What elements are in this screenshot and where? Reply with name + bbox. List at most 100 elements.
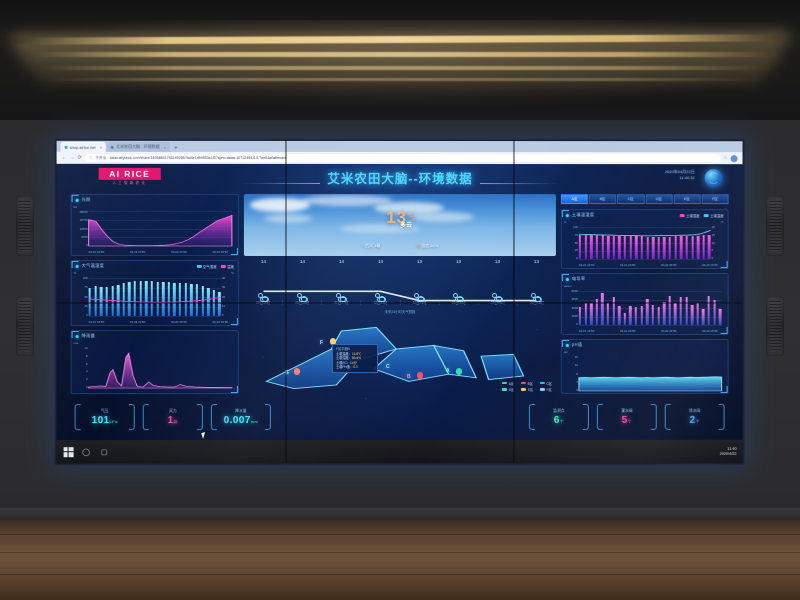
chart-ph: pH 16 12 8 4 0 xyxy=(562,348,728,394)
header-time: 11:40:32 xyxy=(679,175,695,181)
reload-icon[interactable]: ⟳ xyxy=(77,154,82,161)
forecast-temp: 13 xyxy=(494,259,501,265)
legend-item[interactable]: 土壤温度 xyxy=(703,213,724,218)
y2-tick: 40 xyxy=(221,275,226,280)
stat-灌水阀: 灌水阀 5个 xyxy=(597,402,657,432)
chart-bar xyxy=(590,303,593,325)
windows-start-icon[interactable] xyxy=(63,446,74,457)
footer-left-stats: 气压 101kPa 风力 1级 降水量 0.007mm xyxy=(75,402,271,432)
y-tick: 2 xyxy=(86,377,88,382)
zone-polygon-B xyxy=(432,344,478,379)
url-input[interactable]: ⓘ 不安全 datav.aliyuncs.com/share/163588417… xyxy=(84,153,721,163)
plot-area xyxy=(88,277,221,318)
forecast-temp: 14 xyxy=(299,258,306,264)
bookmark-star-icon[interactable]: ☆ xyxy=(723,155,728,162)
close-icon[interactable]: × xyxy=(99,144,103,150)
chart-bar xyxy=(702,308,705,325)
zone-tab-B区[interactable]: B区 xyxy=(589,194,617,205)
map-legend-item[interactable]: F区 xyxy=(540,387,552,392)
browser-tab-1[interactable]: 艾米农田大脑 - 环境数据 × xyxy=(107,141,171,152)
ceiling-light-strip xyxy=(30,66,770,70)
y-tick: 10 xyxy=(84,346,88,351)
status-dot xyxy=(565,277,569,281)
x-tick: 04-21 20:50 xyxy=(129,320,146,325)
stat-label: 排水阀 xyxy=(688,408,701,413)
panel-rainfall: 降雨量 mm 10 8 6 4 2 0 xyxy=(70,330,239,395)
browser-tab-0[interactable]: shop.airice.net × xyxy=(60,141,107,152)
video-wall-screen: shop.airice.net × 艾米农田大脑 - 环境数据 × + ← → … xyxy=(56,140,743,464)
legend-item[interactable]: 温度 xyxy=(220,263,234,268)
arrow-right-icon[interactable]: → xyxy=(69,154,75,161)
new-tab-button[interactable]: + xyxy=(174,145,178,152)
y2-tick: 5 xyxy=(711,248,714,253)
zone-tab-D区[interactable]: D区 xyxy=(645,194,673,205)
legend-item[interactable]: 土壤湿度 xyxy=(679,213,700,218)
legend-label: 土壤温度 xyxy=(710,213,724,218)
axis-unit: % xyxy=(73,270,77,275)
map-legend-item[interactable]: C区 xyxy=(539,380,552,385)
close-icon[interactable]: × xyxy=(163,144,167,150)
chart-light: lux 25000 18750 12500 6250 0 xyxy=(72,203,238,255)
sensor-pin-A[interactable] xyxy=(455,367,462,375)
zone-tab-E区[interactable]: E区 xyxy=(673,194,701,205)
map-legend-item[interactable]: E区 xyxy=(521,387,533,392)
x-tick: 04-21 20:50 xyxy=(129,249,146,254)
task-view-icon[interactable]: ▢ xyxy=(100,448,108,456)
chart-bar xyxy=(718,308,722,325)
chart-bar xyxy=(662,301,666,325)
forecast-caption: 未来24小时天气预报 xyxy=(384,309,416,315)
field-map[interactable]: F G C B A F区平面N 土壤温度：14.8℃ 土壤湿度：80.6% xyxy=(244,322,556,394)
y-tick: 16 xyxy=(574,354,578,359)
taskbar-clock[interactable]: 11:40 2020/4/22 xyxy=(720,446,737,456)
map-legend-label: E区 xyxy=(527,387,534,392)
y-tick: 0 xyxy=(86,313,88,318)
y-tick: 50 xyxy=(84,294,88,299)
panel-air-temp-humidity: 大气温湿度 空气湿度 温度 % °C 100 75 xyxy=(70,259,239,327)
sensor-pin-B[interactable] xyxy=(416,371,423,379)
x-tick: 04-22 10:50 xyxy=(212,249,228,254)
chart-rainfall: mm 10 8 6 4 2 0 xyxy=(72,339,238,394)
avatar[interactable] xyxy=(730,154,738,162)
temp-unit: ℃ xyxy=(407,212,414,219)
legend-item[interactable]: 空气湿度 xyxy=(196,263,217,268)
status-dot xyxy=(565,343,569,347)
zone-polygon-A xyxy=(480,354,525,381)
stat-unit: 个 xyxy=(627,418,632,424)
axis-unit-right: °C xyxy=(720,220,724,225)
ph-area-series xyxy=(578,376,723,392)
ec-bars xyxy=(578,291,722,325)
x-tick: 04-21 13:50 xyxy=(578,328,595,333)
sensor-pin-G[interactable] xyxy=(293,368,300,376)
zone-tab-C区[interactable]: C区 xyxy=(617,194,645,205)
page-title: 艾米农田大脑--环境数据 xyxy=(327,171,473,187)
soil-temperature-line xyxy=(579,230,712,237)
wind-text: 西风 1级 xyxy=(365,242,381,248)
y-tick: 0 xyxy=(576,256,578,261)
stat-气压: 气压 101kPa xyxy=(75,402,135,432)
zone-tab-F区[interactable]: F区 xyxy=(701,194,729,205)
x-tick: 04-22 03:50 xyxy=(171,320,187,325)
stat-value: 1级 xyxy=(167,414,179,426)
arrow-left-icon[interactable]: ← xyxy=(61,154,67,161)
y-tick: 12 xyxy=(574,363,578,368)
zone-label-B: B xyxy=(406,373,411,380)
url-text: datav.aliyuncs.com/share/163588417431492… xyxy=(109,155,286,160)
chart-bar xyxy=(634,307,638,325)
y-tick: 25 xyxy=(574,248,578,253)
axis-unit-right: °C xyxy=(230,270,234,275)
chart-bar xyxy=(674,302,677,325)
axis-unit: % xyxy=(563,220,567,225)
x-axis-ticks: 04-21 13:50 04-21 20:50 04-22 03:50 04-2… xyxy=(579,329,718,333)
y2-tick: 20 xyxy=(711,225,715,230)
search-icon[interactable]: ◯ xyxy=(82,448,91,456)
y-tick: 6250 xyxy=(81,234,88,239)
zone-tab-A区[interactable]: A区 xyxy=(560,194,589,205)
chart-bar xyxy=(657,306,660,325)
windows-taskbar: ◯ ▢ 11:40 2020/4/22 xyxy=(56,439,743,464)
forecast-trend-line xyxy=(263,290,537,302)
map-legend-item[interactable]: B区 xyxy=(521,380,533,385)
x-tick: 04-21 20:50 xyxy=(620,328,636,333)
temperature-line xyxy=(88,296,221,303)
zone-label-A: A xyxy=(445,367,450,374)
